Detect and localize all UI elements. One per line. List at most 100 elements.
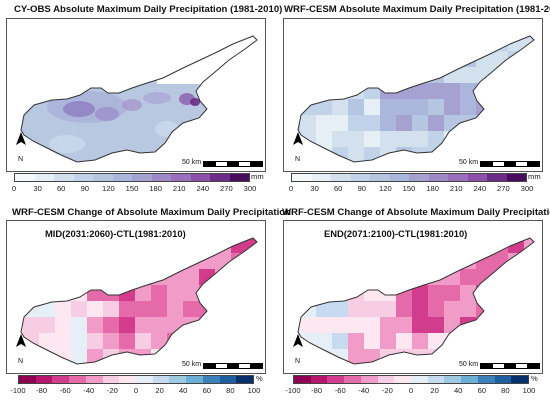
grid-cell [103,317,119,333]
grid-cell [21,285,23,301]
grid-cell [492,317,508,333]
grid-cell [71,333,87,349]
north-label: N [295,358,301,365]
colorbar-tick-label: -60 [334,386,346,395]
grid-cell [380,163,396,171]
grid-cell [332,51,348,67]
grid-cell [298,36,300,51]
grid-cell [444,147,460,162]
grid-cell [263,301,265,317]
colorbar-swatch [15,174,35,181]
grid-cell [348,131,364,147]
grid-cell [167,317,183,333]
grid-cell [215,221,231,237]
grid-cell [247,317,257,333]
grid-cell [540,115,542,131]
grid-cell [348,51,364,67]
grid-cell [476,99,492,115]
grid-cell [524,317,534,333]
scale-bar [203,363,263,369]
grid-cell [298,253,300,269]
colorbar-tick-label: -80 [311,386,323,395]
grid-cell [21,317,23,333]
grid-cell [460,19,476,35]
panel-title-end-change: WRF-CESM Change of Absolute Maximum Dail… [282,207,550,218]
grid-cell [231,238,247,253]
grid-cell [476,238,492,253]
grid-cell [300,285,316,301]
grid-cell [21,253,23,269]
grid-cell [103,301,119,317]
grid-cell [540,131,542,147]
grid-cell [380,333,396,349]
colorbar-swatch [229,174,249,181]
grid-cell [348,365,364,373]
grid-cell [492,221,508,237]
grid-cell [332,147,348,162]
grid-cell [119,285,135,301]
grid-cell [39,238,55,253]
grid-cell [39,317,55,333]
grid-cell [460,285,476,301]
grid-cell [87,317,103,333]
change-colorbar-mid [18,375,254,384]
scale-bar [203,161,263,167]
grid-cell [380,365,396,373]
grid-cell [460,67,476,83]
colorbar-swatch [311,174,331,181]
colorbar-swatch [236,376,254,383]
grid-cell [263,269,265,285]
colorbar-swatch [506,174,526,181]
colorbar-tick-label: 150 [402,184,416,193]
change-colorbar-end [293,375,529,384]
grid-cell [460,115,476,131]
grid-cell [55,317,71,333]
grid-cell [396,301,412,317]
colorbar-tick-label: 120 [379,184,392,193]
grid-cell [300,269,316,285]
grid-cell [380,115,396,131]
grid-cell [348,163,364,171]
grid-cell [396,365,412,373]
grid-cell [508,99,524,115]
grid-cell [316,365,332,373]
grid-cell [71,253,87,269]
grid-cell [540,99,542,115]
grid-cell [247,301,257,317]
precip-colorbar-obs [14,173,250,182]
grid-cell [135,301,151,317]
grid-cell [55,285,71,301]
grid-cell [300,221,316,237]
grid-cell [428,51,444,67]
precip-colorbar-wrf [291,173,527,182]
colorbar-swatch [411,376,428,383]
grid-cell [396,83,412,99]
colorbar-tick-label: 40 [453,386,463,395]
grid-cell [332,115,348,131]
colorbar-swatch [35,376,53,383]
grid-cell [364,51,380,67]
grid-cell [444,36,460,51]
colorbar-swatch [136,376,153,383]
colorbar-tick-label: 90 [357,184,367,193]
grid-cell [428,147,444,162]
grid-cell [332,83,348,99]
grid-cell [396,19,412,35]
grid-cell [364,317,380,333]
grid-cell [119,238,135,253]
colorbar-tick-label: 300 [243,184,257,193]
colorbar-tick-label: 20 [155,386,164,395]
grid-cell [21,301,23,317]
grid-cell [348,333,364,349]
precip-ticks-wrf: 0 30 60 90 120 150 180 210 240 270 300 [289,184,533,194]
grid-cell [71,349,87,364]
colorbar-swatch [169,376,187,383]
grid-cell [396,147,412,162]
grid-cell [476,115,492,131]
grid-cell [380,238,396,253]
grid-cell [23,238,39,253]
grid-cell [151,301,167,317]
north-arrow-icon [16,132,26,145]
grid-cell [412,349,428,364]
grid-cell [183,238,199,253]
